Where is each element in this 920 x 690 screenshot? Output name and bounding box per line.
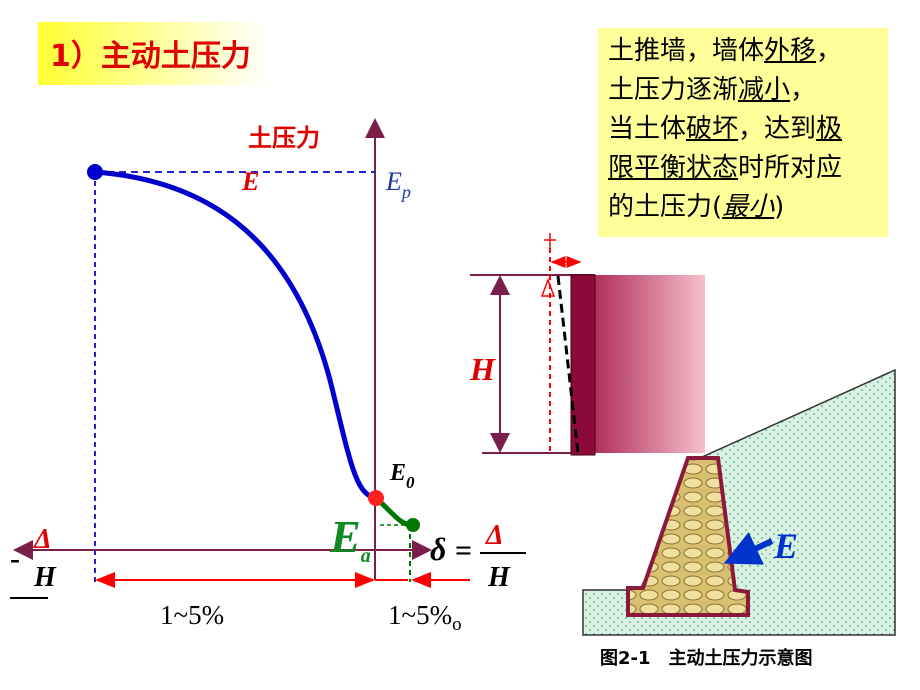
- title: 1）主动土压力: [50, 39, 251, 74]
- note-line: 土推墙，墙体外移，: [608, 32, 888, 71]
- note-text: ，达到: [738, 114, 817, 144]
- right-equals: =: [455, 534, 472, 567]
- e0-label: E0: [389, 460, 415, 492]
- right-num: Δ: [485, 520, 504, 551]
- note-text: 时所对应: [738, 153, 843, 183]
- point-ea: [406, 518, 420, 532]
- right-range-sub: o: [452, 614, 462, 635]
- note-line: 土压力逐渐减小，: [608, 71, 888, 110]
- ea-main: E: [329, 511, 361, 562]
- note-text: 的土压力(: [608, 192, 723, 222]
- right-symbol: δ: [430, 531, 446, 567]
- ep-main: E: [385, 167, 402, 196]
- note-box: 土推墙，墙体外移， 土压力逐渐减小， 当土体破坏，达到极 限平衡状态时所对应 的土压力(…: [598, 28, 888, 237]
- ep-sub: p: [400, 182, 411, 202]
- note-text: ，: [816, 36, 843, 66]
- note-text: ，: [790, 75, 817, 105]
- e0-sub: 0: [406, 473, 415, 492]
- note-line: 限平衡状态时所对应: [608, 149, 888, 188]
- wall: [570, 274, 596, 456]
- right-den: H: [487, 562, 511, 593]
- left-range: 1~5%: [160, 600, 224, 630]
- right-range-main: 1~5%: [388, 600, 452, 630]
- note-text: 破坏: [686, 114, 739, 144]
- e0-main: E: [389, 460, 406, 486]
- ea-label: Ea: [329, 511, 371, 567]
- point-ep: [87, 164, 103, 180]
- note-text: 土推墙，墙体: [608, 36, 765, 66]
- left-den: H: [33, 562, 57, 593]
- ep-label: Ep: [385, 167, 411, 202]
- title-box: [38, 22, 270, 85]
- soil-block: [595, 275, 705, 453]
- note-text: ): [774, 192, 785, 222]
- note-line: 当土体破坏，达到极: [608, 110, 888, 149]
- tilt-line: [556, 275, 580, 454]
- curve: [94, 169, 377, 501]
- note-text: 限平衡状态: [608, 153, 739, 183]
- left-sign: -: [10, 542, 20, 575]
- triangle: [540, 277, 556, 297]
- note-text: 当土体: [608, 114, 687, 144]
- point-e0: [368, 490, 384, 506]
- e-label: E: [241, 167, 259, 196]
- gravity-wall: [626, 456, 750, 617]
- note-text: 外移: [764, 36, 817, 66]
- right-range: 1~5%o: [388, 600, 462, 635]
- force-label: E: [773, 526, 798, 566]
- force-arrow: [723, 532, 774, 565]
- axis-label: 土压力: [248, 124, 320, 152]
- note-text: 极: [816, 114, 843, 144]
- note-line: 的土压力(最小): [608, 188, 888, 227]
- note-text: 土压力逐渐: [608, 75, 739, 105]
- caption: 图2-1 主动土压力示意图: [600, 647, 813, 669]
- height-label: H: [469, 351, 496, 387]
- ea-sub: a: [361, 545, 371, 567]
- left-num: Δ: [33, 524, 52, 555]
- note-text: 最小: [722, 192, 775, 222]
- note-text: 减小: [738, 75, 791, 105]
